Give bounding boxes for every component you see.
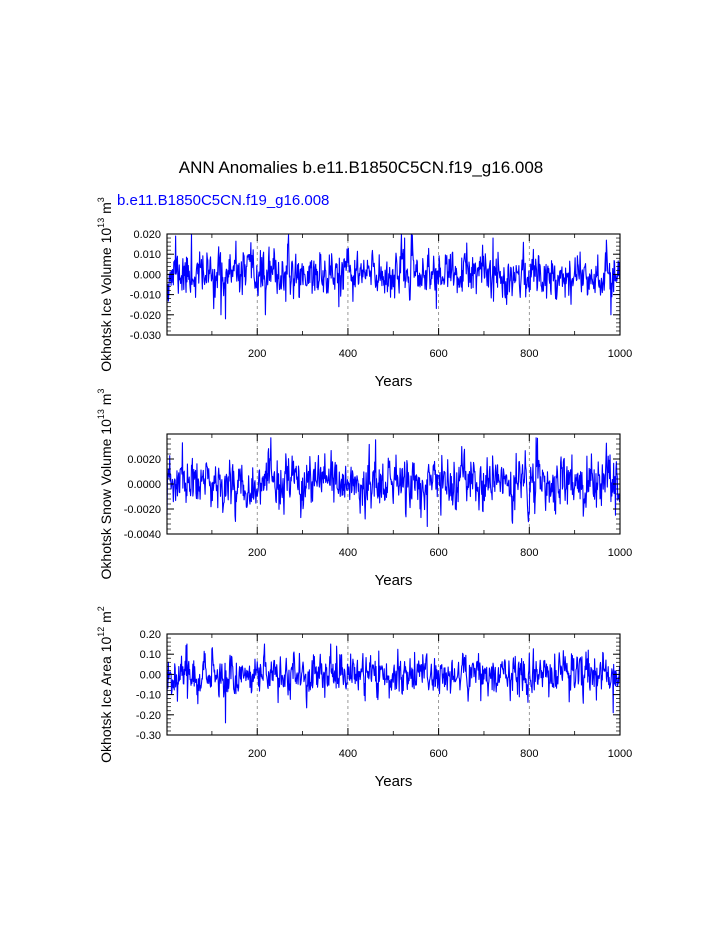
x-tick-label: 200 xyxy=(248,348,266,360)
y-axis-title: Okhotsk Snow Volume 1013 m3 xyxy=(96,389,114,580)
y-axis-title-unit-exponent: 3 xyxy=(96,389,106,394)
y-axis-title-exponent: 13 xyxy=(96,409,106,419)
y-tick-label: 0.0020 xyxy=(127,454,161,466)
panels: 200 400 600 800 1000-0.030-0.020-0.0100.0000… xyxy=(96,197,632,790)
y-tick-label: 0.020 xyxy=(133,229,161,241)
y-tick-label: -0.020 xyxy=(130,310,161,322)
y-tick-label: 0.10 xyxy=(140,649,161,661)
x-tick-label: 600 xyxy=(429,748,447,760)
x-tick-label: 400 xyxy=(339,748,357,760)
y-axis-title-unit: m xyxy=(98,611,114,627)
series-line xyxy=(166,233,621,320)
x-tick-label: 200 xyxy=(248,547,266,559)
y-tick-label: 0.00 xyxy=(140,669,161,681)
x-tick-label: 400 xyxy=(339,547,357,559)
x-tick-label: 600 xyxy=(429,348,447,360)
y-axis-title-main: Okhotsk Ice Area 10 xyxy=(98,637,114,763)
panel-3: 200 400 600 800 1000 -0.30 -0.20 -0.10 0.00 0.10 0… xyxy=(96,606,632,790)
y-tick-label: -0.010 xyxy=(130,290,161,302)
x-tick-label: 800 xyxy=(520,748,538,760)
series-line xyxy=(166,643,621,724)
series-line xyxy=(166,437,621,528)
y-axis-title: Okhotsk Ice Area 1012 m2 xyxy=(96,606,114,763)
panel-2: 200 400 600 800 1000 -0.0040 -0.0020 0.0000 0.00… xyxy=(96,389,632,589)
y-axis-title: Okhotsk Ice Volume 1013 m3 xyxy=(96,197,114,372)
y-axis-title-main: Okhotsk Snow Volume 10 xyxy=(98,419,114,580)
y-tick-label: 0.010 xyxy=(133,249,161,261)
y-axis-title-main: Okhotsk Ice Volume 10 xyxy=(98,228,114,372)
y-tick-label: -0.030 xyxy=(130,330,161,342)
y-tick-label: 0.0000 xyxy=(127,479,161,491)
y-axis-title-exponent: 13 xyxy=(96,218,106,228)
y-tick-label: -0.30 xyxy=(136,730,161,742)
y-axis-title-unit: m xyxy=(98,394,114,410)
x-tick-label: 1000 xyxy=(608,748,632,760)
x-axis-title: Years xyxy=(375,572,413,589)
x-tick-label: 800 xyxy=(520,348,538,360)
x-tick-label: 1000 xyxy=(608,547,632,559)
x-tick-label: 600 xyxy=(429,547,447,559)
y-axis-title-exponent: 12 xyxy=(96,627,106,637)
y-axis-title-unit-exponent: 2 xyxy=(96,606,106,611)
y-tick-label: 0.000 xyxy=(133,269,161,281)
figure-title: ANN Anomalies b.e11.B1850C5CN.f19_g16.00… xyxy=(179,158,543,177)
y-tick-label: -0.0040 xyxy=(124,529,161,541)
x-axis-title: Years xyxy=(375,373,413,390)
x-tick-label: 1000 xyxy=(608,348,632,360)
y-tick-label: 0.20 xyxy=(140,629,161,641)
y-tick-label: -0.10 xyxy=(136,690,161,702)
x-tick-label: 400 xyxy=(339,348,357,360)
y-tick-label: -0.20 xyxy=(136,710,161,722)
x-axis-title: Years xyxy=(375,773,413,790)
y-axis-title-unit-exponent: 3 xyxy=(96,197,106,202)
x-tick-label: 200 xyxy=(248,748,266,760)
y-axis-title-unit: m xyxy=(98,202,114,218)
x-tick-label: 800 xyxy=(520,547,538,559)
run-subtitle: b.e11.B1850C5CN.f19_g16.008 xyxy=(117,192,329,209)
panel-1: 200 400 600 800 1000 -0.030 -0.020 -0.010 0.000 0… xyxy=(96,197,632,390)
y-tick-label: -0.0020 xyxy=(124,504,161,516)
